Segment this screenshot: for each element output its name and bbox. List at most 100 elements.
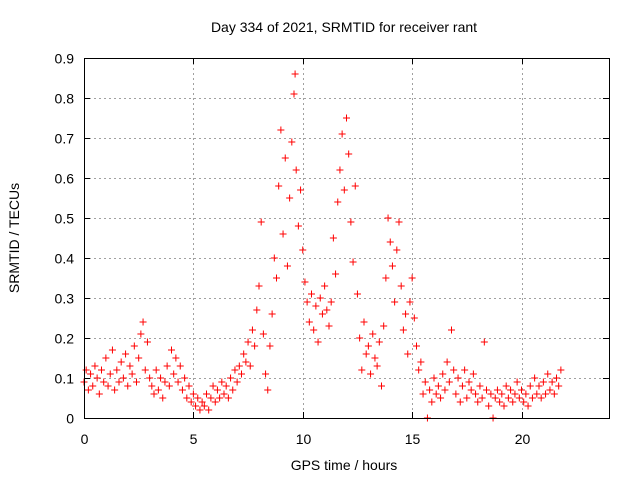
data-point [305, 318, 313, 326]
data-point [154, 386, 162, 394]
data-point [419, 390, 427, 398]
data-point [413, 342, 420, 350]
data-point [393, 246, 401, 254]
data-point [345, 150, 353, 158]
data-point [334, 198, 342, 206]
data-point [351, 182, 359, 190]
data-point [349, 258, 357, 266]
data-point [526, 382, 534, 390]
data-point [115, 378, 123, 386]
data-point [161, 378, 169, 386]
data-point [434, 382, 442, 390]
data-point [375, 338, 383, 346]
data-point [518, 386, 525, 394]
data-point [397, 282, 405, 290]
data-point [432, 390, 440, 398]
data-point [520, 398, 528, 406]
data-point [216, 394, 224, 402]
data-point [159, 394, 167, 402]
data-point [270, 254, 278, 262]
data-point [410, 314, 418, 322]
data-point [194, 394, 202, 402]
y-tick-label: 0.5 [55, 211, 75, 227]
data-point [367, 370, 375, 378]
data-point [290, 90, 298, 98]
data-point [391, 298, 399, 306]
data-point [360, 318, 368, 326]
data-point [213, 386, 221, 394]
data-point [327, 298, 335, 306]
data-point [117, 358, 125, 366]
x-tick-label: 0 [81, 431, 89, 447]
data-point [133, 378, 140, 386]
data-point [220, 390, 228, 398]
data-point [82, 366, 90, 374]
data-point [196, 406, 204, 414]
data-point [406, 298, 414, 306]
data-point [325, 322, 333, 330]
data-point [279, 230, 287, 238]
data-point [452, 390, 460, 398]
data-point [192, 402, 200, 410]
data-point [318, 310, 326, 318]
data-point [178, 386, 186, 394]
data-point [281, 154, 289, 162]
data-point [483, 386, 490, 394]
data-point [358, 366, 366, 374]
data-point [187, 398, 195, 406]
data-point [189, 390, 197, 398]
data-point [507, 386, 515, 394]
data-point [108, 346, 116, 354]
data-point [211, 398, 219, 406]
data-point [430, 374, 438, 382]
data-point [170, 370, 178, 378]
data-point [467, 386, 475, 394]
data-point [491, 394, 499, 402]
data-point [240, 350, 248, 358]
y-tick-label: 0.7 [55, 131, 75, 147]
data-point [106, 370, 114, 378]
data-point [329, 234, 337, 242]
data-point [294, 222, 302, 230]
data-point [373, 362, 381, 370]
data-point [301, 278, 309, 286]
y-tick-label: 0 [66, 411, 74, 427]
data-point [463, 394, 471, 402]
data-point [152, 366, 160, 374]
plot-frame [84, 58, 610, 419]
data-point [340, 186, 348, 194]
data-point [535, 382, 543, 390]
data-point [509, 398, 517, 406]
data-point [496, 398, 504, 406]
data-point [472, 390, 480, 398]
data-point [148, 382, 156, 390]
data-point [364, 342, 372, 350]
data-point [522, 390, 530, 398]
data-point [553, 374, 560, 382]
data-point [448, 326, 455, 334]
data-point [150, 390, 158, 398]
data-point [443, 358, 451, 366]
data-point [347, 218, 355, 226]
data-point [404, 350, 412, 358]
y-tick-label: 0.4 [55, 251, 75, 267]
data-point [183, 394, 191, 402]
data-point [111, 386, 119, 394]
data-point [130, 342, 138, 350]
data-point [469, 370, 477, 378]
data-point [323, 306, 331, 314]
data-point [531, 374, 539, 382]
data-point [146, 374, 154, 382]
data-point [93, 374, 101, 382]
data-point [224, 394, 232, 402]
data-point [207, 394, 215, 402]
data-point [384, 214, 392, 222]
data-point [87, 370, 95, 378]
data-point [314, 338, 322, 346]
data-point [500, 402, 508, 410]
data-point [513, 378, 521, 386]
data-point [273, 274, 280, 282]
data-point [255, 282, 263, 290]
grid-lines [84, 58, 609, 418]
